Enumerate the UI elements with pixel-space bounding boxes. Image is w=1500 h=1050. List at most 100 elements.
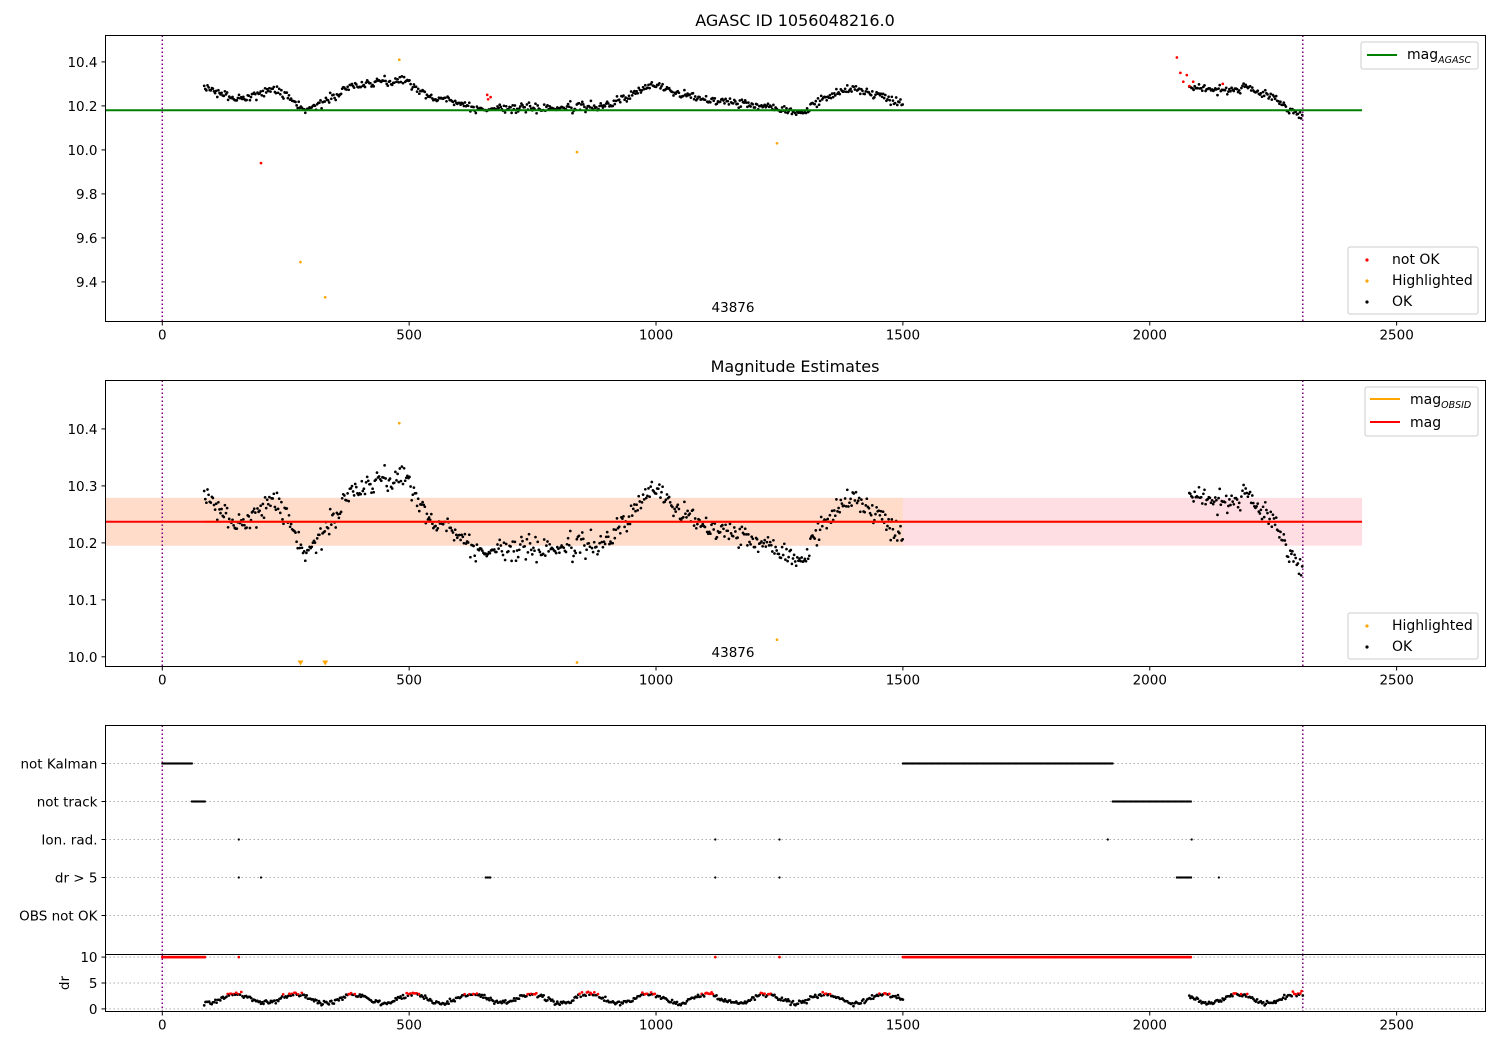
ok-point (878, 513, 882, 517)
ok-point (406, 474, 409, 478)
ok-point (237, 93, 241, 97)
ok-point (600, 104, 604, 107)
flag-point (1106, 838, 1109, 841)
ok-point (248, 98, 252, 102)
flag-point (203, 800, 206, 803)
panel-dr-ylabel: dr (57, 975, 73, 990)
ok-point (425, 512, 429, 516)
ok-point (429, 93, 433, 97)
ok-point (474, 559, 478, 563)
ok-point (428, 95, 432, 99)
dr-point (341, 998, 344, 1002)
ok-point (879, 92, 883, 96)
ok-point (880, 95, 884, 99)
ok-point (535, 560, 538, 564)
ok-point (1259, 508, 1263, 512)
ok-point (469, 555, 472, 559)
ok-point (579, 538, 583, 541)
ok-point (864, 504, 868, 507)
ok-point (271, 497, 275, 500)
ok-point (764, 545, 768, 548)
ok-point (649, 485, 653, 488)
ok-point (676, 503, 680, 507)
ok-point (740, 525, 744, 529)
ok-point (732, 526, 736, 529)
ok-point (578, 551, 582, 554)
ok-point (1287, 560, 1291, 564)
ok-point (755, 103, 759, 106)
ok-point (672, 94, 675, 97)
ok-point (737, 546, 741, 549)
ok-point (1230, 86, 1233, 90)
ok-point (1217, 496, 1220, 500)
y-tick-label: 10 (80, 950, 97, 966)
dr-point (575, 996, 579, 999)
dr-clipped-point (203, 955, 207, 959)
ok-point (681, 515, 685, 519)
ok-point (496, 543, 499, 546)
ok-point (268, 495, 271, 499)
ok-point (362, 83, 366, 87)
ok-point (1192, 88, 1195, 92)
ok-point (350, 82, 354, 86)
y-tick-label: 10.3 (67, 479, 97, 495)
ok-point (286, 96, 290, 100)
ok-point (829, 96, 833, 100)
ok-point (634, 509, 637, 513)
ok-point (449, 526, 453, 530)
ok-point (274, 91, 278, 95)
ok-point (394, 77, 397, 80)
dr-point (852, 1004, 855, 1008)
x-tick-label: 1500 (886, 328, 920, 344)
dr-point (321, 1002, 325, 1006)
not-ok-point (489, 95, 492, 99)
ok-point (484, 552, 487, 555)
ok-point (709, 532, 712, 536)
ok-point (626, 522, 630, 526)
ok-point (1242, 483, 1245, 487)
flag-point (714, 838, 717, 841)
ok-point (813, 537, 817, 540)
ok-point (1267, 522, 1270, 526)
dr-high-point (405, 991, 409, 995)
ok-point (639, 91, 643, 94)
ok-point (858, 92, 862, 96)
flag-point (1189, 800, 1192, 803)
ok-point (748, 540, 751, 544)
ok-point (361, 489, 365, 493)
ok-point (886, 98, 889, 101)
ok-point (853, 499, 857, 502)
ok-point (402, 75, 406, 79)
ok-point (588, 545, 592, 549)
ok-point (222, 94, 226, 98)
panel-magnitude-title: Magnitude Estimates (711, 357, 880, 376)
ok-point (224, 511, 228, 515)
ok-point (677, 507, 681, 511)
ok-point (277, 497, 281, 501)
dr-point (684, 1002, 687, 1005)
dr-high-point (592, 991, 596, 994)
ok-point (567, 105, 571, 109)
ok-point (875, 505, 878, 509)
ok-point (1300, 565, 1304, 568)
ok-point (345, 499, 348, 502)
highlighted-point (323, 295, 327, 299)
ok-point (1298, 110, 1302, 114)
ok-point (640, 501, 644, 504)
ok-point (398, 467, 402, 470)
ok-point (225, 506, 229, 510)
ok-point (573, 549, 577, 553)
ok-point (1286, 555, 1290, 559)
ok-point (211, 87, 215, 90)
ok-point (251, 509, 255, 513)
ok-point (429, 512, 433, 516)
ok-point (369, 482, 372, 486)
dr-point (430, 999, 433, 1003)
dr-point (422, 997, 426, 1000)
ok-point (454, 533, 458, 537)
dr-point (816, 996, 820, 1000)
ok-point (318, 533, 321, 537)
ok-point (398, 75, 402, 79)
ok-point (546, 540, 549, 543)
ok-point (1263, 88, 1267, 92)
